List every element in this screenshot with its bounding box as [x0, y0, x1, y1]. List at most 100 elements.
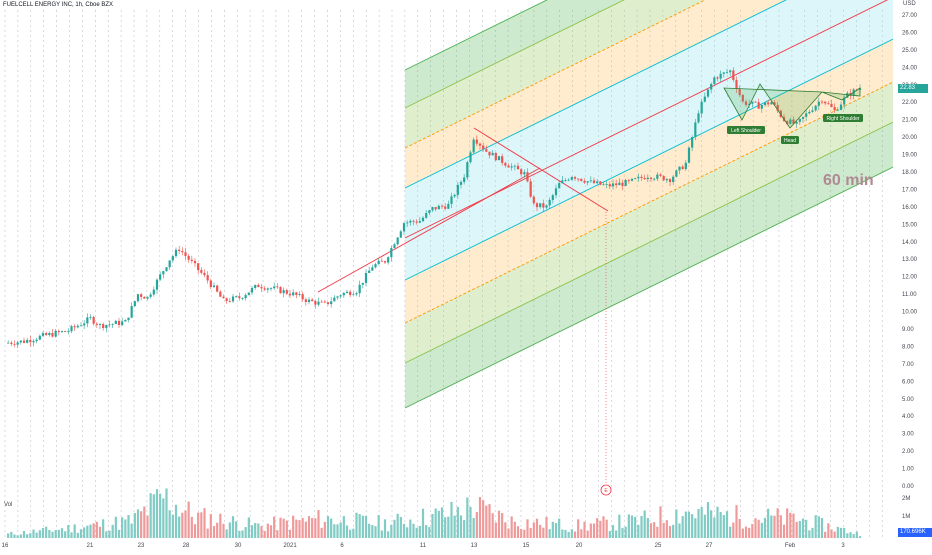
- volume-bar: [792, 513, 795, 538]
- y-tick-label: 24.00: [902, 65, 918, 71]
- pattern-outline: [723, 83, 861, 129]
- head-shoulders-pattern[interactable]: Left Shoulder Head Right Shoulder: [723, 83, 863, 144]
- pitchfork-line: [404, 81, 894, 324]
- pitchfork-band: [405, 122, 893, 409]
- candle-body: [779, 110, 782, 117]
- volume-bar: [656, 526, 659, 538]
- volume-bar: [798, 521, 801, 538]
- candle-body: [475, 139, 478, 144]
- candle-body: [301, 294, 304, 300]
- volume-bar: [836, 526, 839, 538]
- volume-bar: [35, 532, 38, 538]
- volume-bar: [817, 516, 820, 538]
- earnings-marker[interactable]: E: [600, 212, 612, 496]
- volume-bar: [504, 522, 507, 538]
- candle-body: [152, 289, 155, 295]
- y-tick-label: 21.00: [902, 118, 918, 124]
- price-axis[interactable]: 0.00 1.00 2.00 3.00 4.00 5.00 6.00 7.00 8.00 9.00…: [902, 13, 918, 520]
- volume-bar: [19, 534, 22, 538]
- candle-body: [98, 324, 102, 325]
- earnings-marker-text: E: [604, 488, 608, 494]
- volume-bar: [763, 517, 767, 538]
- candle-body: [168, 260, 171, 268]
- pitchfork-band: [405, 0, 893, 281]
- candle-body: [399, 231, 402, 238]
- candle-body: [691, 137, 694, 148]
- candle-body: [786, 121, 789, 124]
- pitchfork-drawing[interactable]: [317, 0, 894, 409]
- volume-bar: [292, 515, 295, 538]
- volume-bar: [805, 519, 808, 538]
- volume-bar: [824, 531, 827, 538]
- volume-bar: [491, 513, 494, 538]
- volume-bar: [140, 511, 143, 538]
- volume-bar: [162, 498, 165, 538]
- volume-bar: [345, 525, 349, 538]
- pitchfork-line: [404, 121, 894, 364]
- candle-body: [425, 213, 428, 218]
- y-tick-label: 3.00: [902, 432, 914, 438]
- volume-bar: [444, 517, 447, 538]
- volume-bar: [133, 513, 136, 538]
- candle-body: [162, 271, 165, 275]
- volume-bar: [241, 530, 244, 538]
- volume-bar: [646, 517, 649, 538]
- candle-body: [83, 323, 86, 326]
- candle-body: [105, 324, 108, 329]
- candle-body: [440, 205, 444, 207]
- volume-bar: [485, 505, 488, 538]
- volume-bar: [738, 518, 741, 538]
- volume-bar: [51, 531, 54, 538]
- candle-body: [713, 77, 716, 84]
- volume-bar: [770, 515, 773, 538]
- candle-body: [792, 119, 795, 124]
- x-tick-label: 27: [706, 543, 713, 549]
- currency-label: USD: [903, 1, 916, 7]
- candle-body: [16, 342, 19, 345]
- candle-body: [621, 182, 624, 186]
- candle-body: [320, 301, 323, 303]
- candle-body: [184, 252, 187, 256]
- candle-body: [437, 205, 440, 210]
- candle-body: [618, 182, 621, 186]
- x-tick-label: 28: [183, 543, 190, 549]
- volume-bar: [10, 531, 13, 538]
- candle-body: [580, 178, 583, 181]
- candle-body: [273, 286, 276, 289]
- volume-bar: [364, 515, 368, 538]
- x-tick-label: 11: [420, 543, 427, 549]
- volume-bar: [76, 532, 79, 538]
- volume-bar: [703, 514, 706, 538]
- volume-bar: [843, 527, 846, 538]
- candle-body: [10, 342, 13, 344]
- volume-bar: [390, 524, 393, 538]
- y-tick-label: 1.00: [902, 467, 914, 473]
- candle-body: [491, 152, 494, 156]
- candle-body: [111, 323, 114, 325]
- volume-bar: [668, 525, 672, 538]
- time-axis[interactable]: 16 21 23 28 30 2021 6 11 13 15 20 25 27 Feb 3 E: [2, 212, 846, 549]
- volume-label: Vol: [4, 502, 13, 508]
- volume-bar: [73, 524, 76, 538]
- candle-body: [257, 284, 260, 288]
- volume-bar: [526, 519, 529, 538]
- volume-bar: [412, 523, 415, 538]
- volume-bar: [98, 526, 102, 538]
- candle-body: [155, 279, 159, 290]
- volume-bar: [187, 501, 190, 538]
- candle-body: [659, 174, 662, 176]
- volume-bar: [168, 510, 171, 538]
- candle-body: [393, 244, 396, 248]
- candle-body: [121, 321, 124, 326]
- candle-body: [421, 217, 425, 222]
- volume-bar: [760, 522, 763, 538]
- y-tick-label: 25.00: [902, 48, 918, 54]
- y-tick-label: 14.00: [902, 240, 918, 246]
- volume-bar: [751, 523, 754, 538]
- candle-body: [529, 181, 532, 197]
- volume-bar: [608, 531, 611, 538]
- candle-body: [285, 290, 288, 294]
- candle-body: [143, 296, 146, 299]
